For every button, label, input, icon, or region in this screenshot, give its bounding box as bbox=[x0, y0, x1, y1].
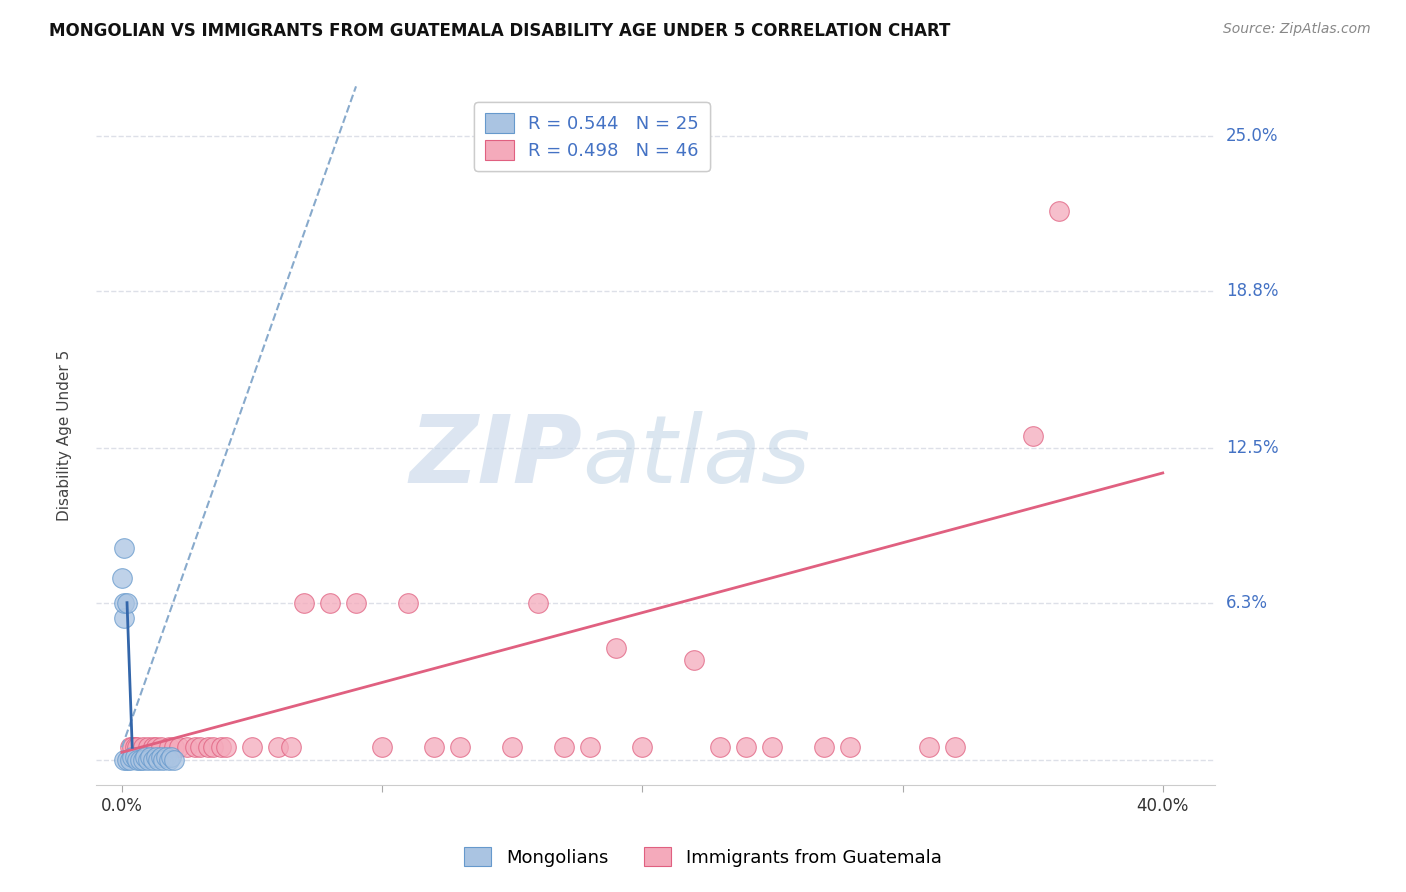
Point bbox=[112, 541, 135, 555]
Point bbox=[127, 740, 149, 755]
Legend: R = 0.544   N = 25, R = 0.498   N = 46: R = 0.544 N = 25, R = 0.498 N = 46 bbox=[474, 103, 710, 171]
Point bbox=[579, 740, 602, 755]
Point bbox=[423, 740, 446, 755]
Point bbox=[142, 740, 165, 755]
Point bbox=[131, 753, 153, 767]
Point bbox=[121, 740, 143, 755]
Point bbox=[127, 753, 149, 767]
Text: atlas: atlas bbox=[582, 411, 811, 502]
Point bbox=[112, 596, 135, 610]
Point bbox=[155, 750, 177, 764]
Point bbox=[145, 740, 167, 755]
Point bbox=[683, 653, 706, 667]
Point bbox=[240, 740, 263, 755]
Point bbox=[167, 740, 190, 755]
Point bbox=[112, 753, 135, 767]
Point bbox=[176, 740, 198, 755]
Point bbox=[131, 740, 153, 755]
Point bbox=[267, 740, 290, 755]
Point bbox=[943, 740, 966, 755]
Point bbox=[149, 750, 172, 764]
Point bbox=[148, 753, 170, 767]
Point bbox=[149, 740, 172, 755]
Point bbox=[160, 750, 183, 764]
Point bbox=[111, 571, 134, 585]
Point bbox=[527, 596, 550, 610]
Point bbox=[197, 740, 219, 755]
Point bbox=[371, 740, 394, 755]
Point bbox=[396, 596, 419, 610]
Point bbox=[280, 740, 302, 755]
Point bbox=[163, 740, 186, 755]
Point bbox=[134, 750, 156, 764]
Point bbox=[292, 596, 315, 610]
Text: 12.5%: 12.5% bbox=[1226, 439, 1278, 457]
Point bbox=[112, 610, 135, 624]
Text: 18.8%: 18.8% bbox=[1226, 282, 1278, 300]
Point bbox=[188, 740, 211, 755]
Point bbox=[1047, 204, 1070, 219]
Point bbox=[145, 750, 167, 764]
Point bbox=[115, 753, 138, 767]
Legend: Mongolians, Immigrants from Guatemala: Mongolians, Immigrants from Guatemala bbox=[457, 840, 949, 874]
Text: 6.3%: 6.3% bbox=[1226, 594, 1268, 612]
Point bbox=[553, 740, 575, 755]
Point bbox=[124, 740, 146, 755]
Point bbox=[157, 740, 180, 755]
Point bbox=[139, 750, 162, 764]
Point bbox=[118, 753, 141, 767]
Point bbox=[118, 740, 141, 755]
Point bbox=[761, 740, 783, 755]
Y-axis label: Disability Age Under 5: Disability Age Under 5 bbox=[58, 350, 72, 521]
Text: Source: ZipAtlas.com: Source: ZipAtlas.com bbox=[1223, 22, 1371, 37]
Point bbox=[215, 740, 238, 755]
Point bbox=[605, 640, 627, 655]
Point bbox=[344, 596, 367, 610]
Point bbox=[124, 750, 146, 764]
Point bbox=[183, 740, 205, 755]
Point bbox=[163, 753, 186, 767]
Point bbox=[209, 740, 232, 755]
Point bbox=[709, 740, 731, 755]
Point bbox=[115, 596, 138, 610]
Text: MONGOLIAN VS IMMIGRANTS FROM GUATEMALA DISABILITY AGE UNDER 5 CORRELATION CHART: MONGOLIAN VS IMMIGRANTS FROM GUATEMALA D… bbox=[49, 22, 950, 40]
Point bbox=[157, 753, 180, 767]
Text: 25.0%: 25.0% bbox=[1226, 128, 1278, 145]
Point bbox=[449, 740, 471, 755]
Point bbox=[1021, 428, 1043, 442]
Point bbox=[319, 596, 342, 610]
Point bbox=[735, 740, 758, 755]
Point bbox=[917, 740, 939, 755]
Point bbox=[136, 740, 159, 755]
Point bbox=[129, 753, 152, 767]
Point bbox=[501, 740, 523, 755]
Point bbox=[813, 740, 835, 755]
Point bbox=[201, 740, 224, 755]
Point bbox=[839, 740, 862, 755]
Point bbox=[631, 740, 654, 755]
Point bbox=[121, 750, 143, 764]
Point bbox=[142, 753, 165, 767]
Text: ZIP: ZIP bbox=[409, 410, 582, 502]
Point bbox=[152, 753, 174, 767]
Point bbox=[136, 753, 159, 767]
